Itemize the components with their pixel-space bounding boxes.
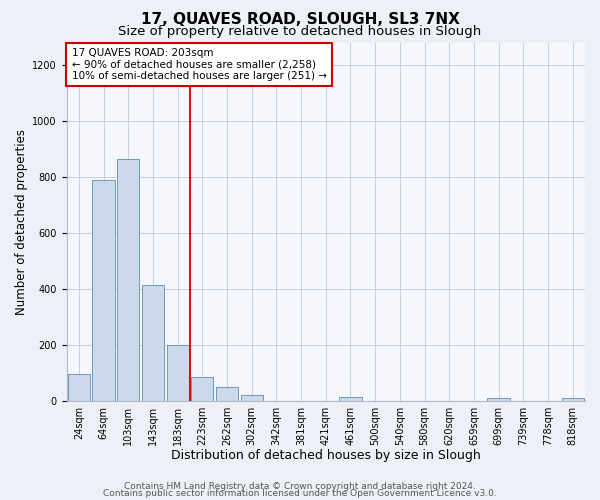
Bar bbox=[340, 397, 362, 401]
Bar bbox=[68, 374, 90, 401]
Bar bbox=[216, 387, 238, 401]
Text: Size of property relative to detached houses in Slough: Size of property relative to detached ho… bbox=[118, 25, 482, 38]
Bar bbox=[562, 398, 584, 401]
Bar bbox=[167, 345, 189, 401]
Bar bbox=[92, 180, 115, 401]
Bar bbox=[191, 378, 214, 401]
Bar bbox=[487, 398, 509, 401]
Text: Contains HM Land Registry data © Crown copyright and database right 2024.: Contains HM Land Registry data © Crown c… bbox=[124, 482, 476, 491]
Text: Contains public sector information licensed under the Open Government Licence v3: Contains public sector information licen… bbox=[103, 490, 497, 498]
Y-axis label: Number of detached properties: Number of detached properties bbox=[15, 129, 28, 315]
Bar bbox=[117, 159, 139, 401]
Text: 17, QUAVES ROAD, SLOUGH, SL3 7NX: 17, QUAVES ROAD, SLOUGH, SL3 7NX bbox=[140, 12, 460, 28]
Bar bbox=[142, 285, 164, 401]
Text: 17 QUAVES ROAD: 203sqm
← 90% of detached houses are smaller (2,258)
10% of semi-: 17 QUAVES ROAD: 203sqm ← 90% of detached… bbox=[71, 48, 326, 81]
Bar bbox=[241, 396, 263, 401]
X-axis label: Distribution of detached houses by size in Slough: Distribution of detached houses by size … bbox=[171, 450, 481, 462]
